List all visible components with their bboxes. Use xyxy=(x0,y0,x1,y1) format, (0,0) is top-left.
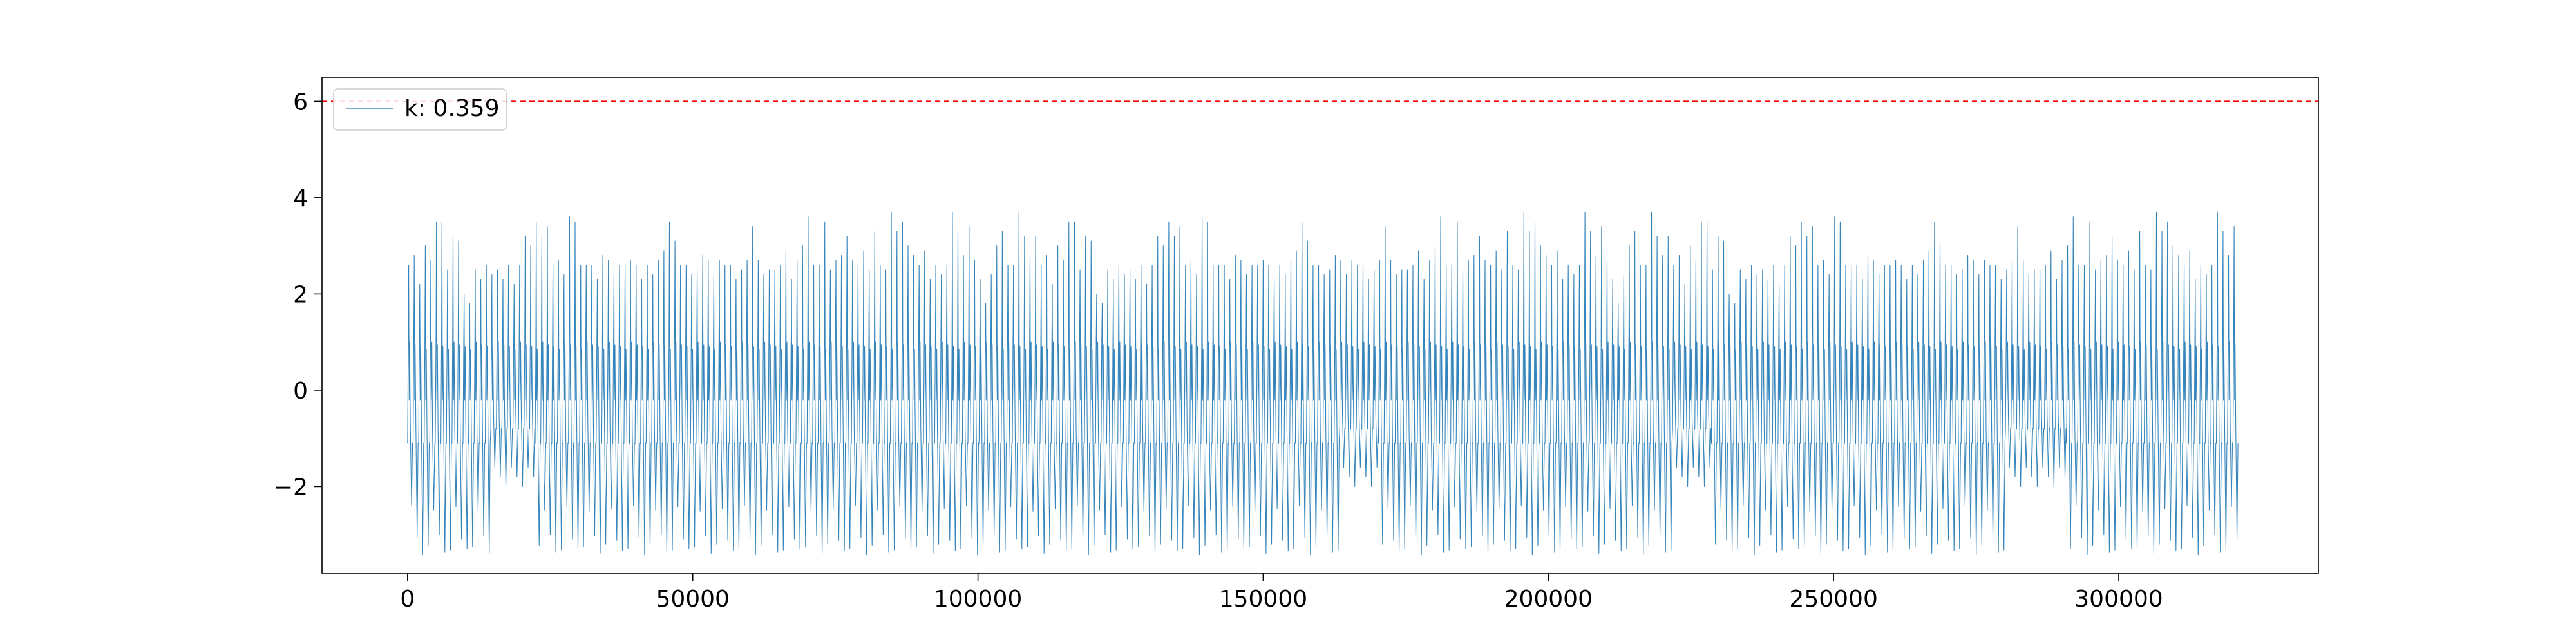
y-tick-label: −2 xyxy=(274,474,308,500)
x-tick-label: 200000 xyxy=(1504,586,1593,612)
legend-label: k: 0.359 xyxy=(404,95,499,122)
legend-box xyxy=(333,88,507,131)
series-line-k xyxy=(407,211,2239,556)
x-tick-label: 250000 xyxy=(1789,586,1877,612)
y-tick-label: 6 xyxy=(293,89,308,115)
x-tick-label: 150000 xyxy=(1219,586,1307,612)
x-tick-label: 100000 xyxy=(934,586,1022,612)
y-tick-label: 0 xyxy=(293,378,308,404)
x-axis: 0 50000 100000 150000 200000 250000 300000 xyxy=(400,573,2163,612)
x-tick-label: 300000 xyxy=(2074,586,2163,612)
y-tick-label: 2 xyxy=(293,281,308,308)
y-axis: −2 0 2 4 6 xyxy=(274,89,322,500)
axes-frame xyxy=(321,77,2319,574)
y-tick-label: 4 xyxy=(293,185,308,212)
x-tick-label: 50000 xyxy=(656,586,730,612)
x-tick-label: 0 xyxy=(400,586,415,612)
plot-area xyxy=(322,100,2318,556)
legend: k: 0.359 xyxy=(333,88,507,131)
